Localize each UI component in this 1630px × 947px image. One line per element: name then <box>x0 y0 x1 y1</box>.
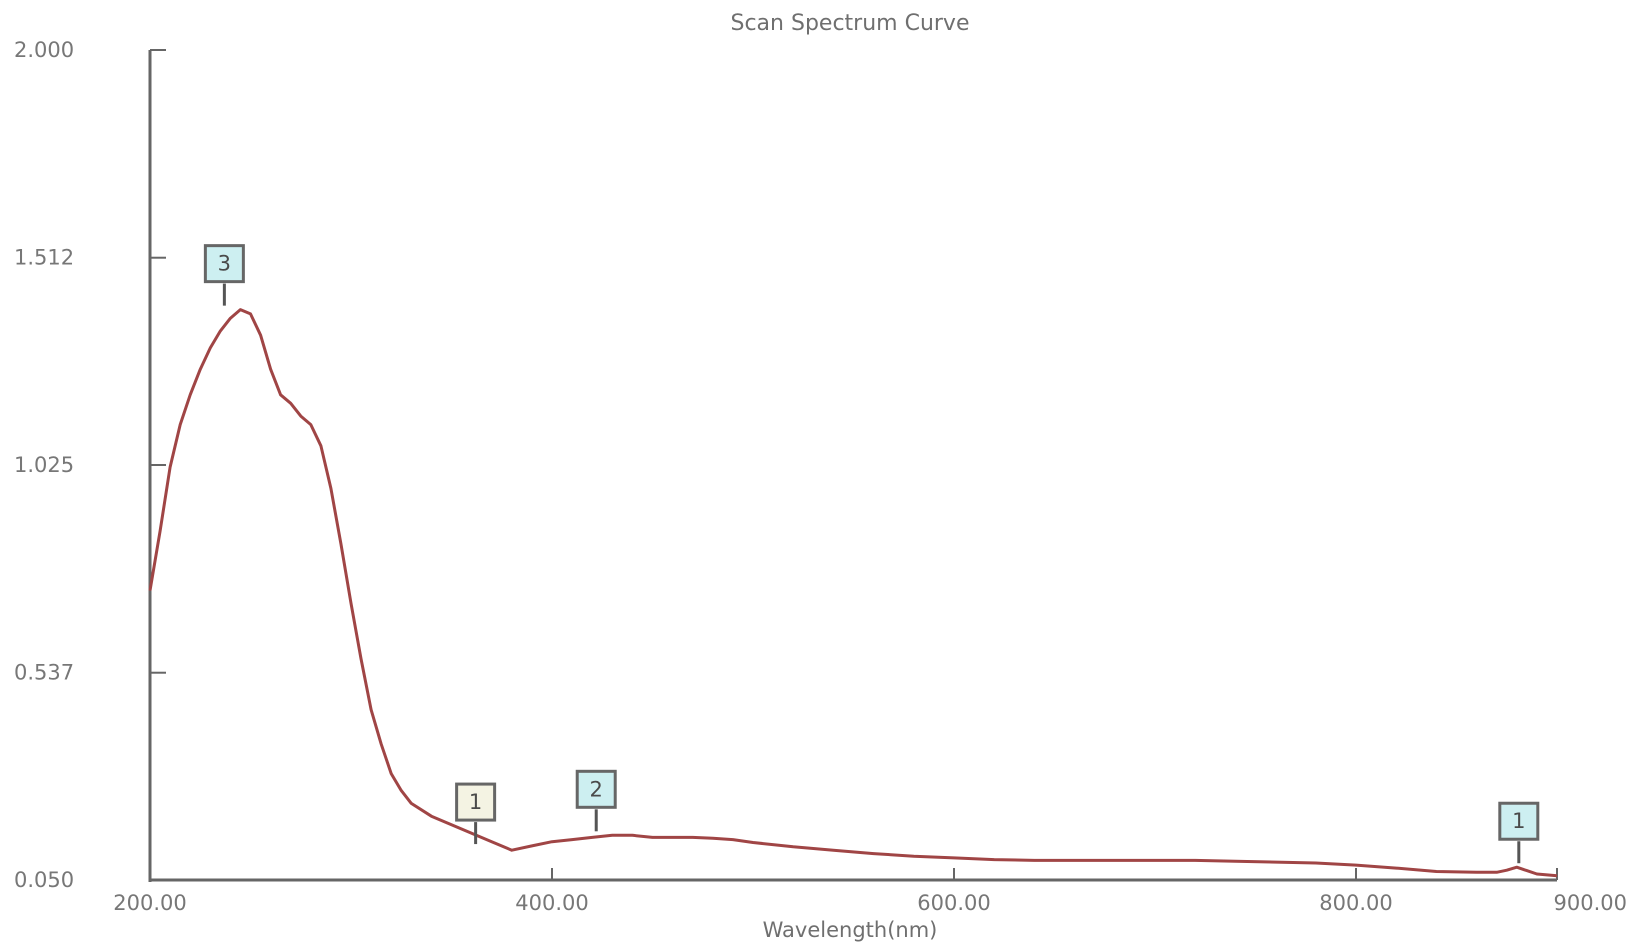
peak-marker: 1 <box>455 782 497 845</box>
y-tick-label: 0.050 <box>14 868 74 892</box>
marker-label: 1 <box>1512 809 1525 833</box>
marker-label: 1 <box>469 790 482 814</box>
marker-box <box>203 244 245 284</box>
spectrum-curve <box>148 308 1558 878</box>
x-tick-label: 400.00 <box>515 891 588 915</box>
y-tick-label: 0.537 <box>14 661 74 685</box>
peak-marker: 2 <box>575 769 617 832</box>
y-tick-label: 2.000 <box>14 38 74 62</box>
marker-box <box>575 769 617 809</box>
x-tick-label: 900.00 <box>1554 891 1627 915</box>
chart-title: Scan Spectrum Curve <box>731 11 970 36</box>
marker-box <box>455 782 497 822</box>
x-tick-label: 600.00 <box>917 891 990 915</box>
x-tick-label: 800.00 <box>1319 891 1392 915</box>
y-tick-label: 1.025 <box>14 453 74 477</box>
marker-label: 2 <box>590 777 603 801</box>
marker-box <box>1498 801 1540 841</box>
peak-marker: 3 <box>203 244 245 306</box>
x-axis: 200.00 400.00 600.00 800.00 900.00 <box>113 868 1627 915</box>
y-axis: 0.050 0.537 1.025 1.512 2.000 <box>14 38 166 892</box>
x-tick-label: 200.00 <box>113 891 186 915</box>
y-tick-label: 1.512 <box>14 246 74 270</box>
peak-marker: 1 <box>1498 801 1540 864</box>
x-axis-label: Wavelength(nm) <box>763 918 938 942</box>
marker-label: 3 <box>218 252 231 276</box>
peak-markers: 3 1 2 1 <box>203 244 1540 864</box>
